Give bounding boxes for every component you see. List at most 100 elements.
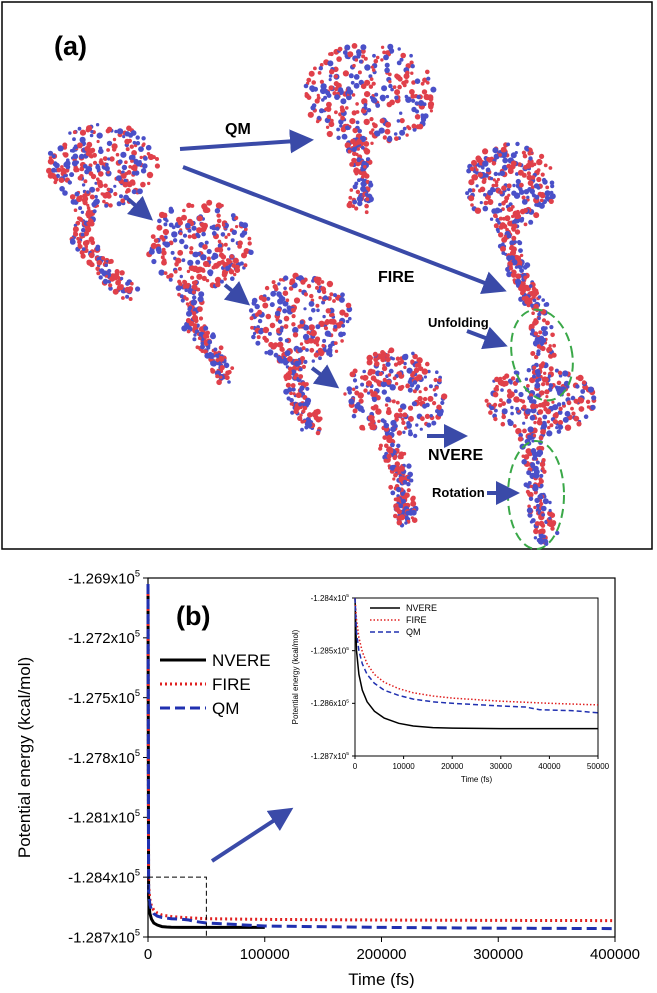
atom	[221, 223, 226, 227]
atom	[179, 232, 183, 236]
atom	[544, 326, 548, 330]
atom	[329, 69, 335, 75]
atom	[557, 419, 564, 426]
atom	[318, 349, 325, 357]
atom	[508, 202, 513, 207]
atom	[396, 443, 401, 448]
atom	[328, 85, 334, 91]
atom	[171, 231, 178, 238]
atom	[351, 413, 357, 419]
y-tick-label: -1.285x105	[311, 646, 350, 656]
atom	[220, 232, 226, 237]
atom	[107, 157, 111, 161]
atom	[347, 89, 354, 95]
atom	[187, 234, 192, 239]
atom	[515, 172, 519, 176]
atom	[114, 129, 118, 134]
atom	[318, 295, 322, 300]
atom	[186, 310, 192, 317]
atom	[264, 337, 269, 343]
atom	[351, 157, 357, 164]
atom	[73, 231, 79, 237]
atom	[562, 416, 569, 423]
atom	[201, 224, 208, 231]
atom	[385, 356, 391, 363]
atom	[62, 142, 68, 148]
atom	[321, 300, 326, 305]
atom	[397, 360, 402, 366]
atom	[392, 455, 397, 461]
atom	[60, 167, 67, 174]
atom	[349, 118, 356, 125]
atom	[367, 414, 374, 421]
atom	[510, 411, 514, 416]
atom	[465, 191, 470, 196]
atom	[283, 315, 290, 322]
atom	[506, 183, 512, 189]
atom	[192, 337, 197, 342]
atom	[77, 142, 83, 149]
atom	[540, 192, 545, 197]
atom	[497, 403, 503, 408]
molecule-qm-tail	[351, 195, 372, 211]
molecule-nvere-tail	[525, 485, 544, 507]
molecule-qm-tail	[346, 197, 370, 215]
atom	[562, 370, 569, 377]
atom	[345, 106, 349, 110]
series-line-fire	[146, 583, 616, 923]
atom	[210, 333, 216, 340]
atom	[533, 331, 539, 336]
atom	[322, 88, 328, 94]
atom	[546, 409, 552, 415]
atom	[427, 94, 434, 101]
atom	[109, 275, 116, 282]
atom	[364, 79, 371, 86]
atom	[79, 153, 85, 160]
atom	[529, 396, 533, 400]
atom	[258, 329, 264, 335]
molecule-step-3-tail	[393, 509, 414, 526]
atom	[344, 54, 348, 58]
atom	[219, 279, 224, 284]
atom	[247, 241, 252, 246]
atom	[502, 375, 507, 381]
atom	[548, 166, 553, 170]
atom	[548, 516, 552, 520]
atom	[81, 227, 86, 233]
atom	[299, 385, 305, 391]
atom	[372, 53, 376, 58]
atom	[51, 167, 57, 173]
atom	[294, 360, 301, 367]
atom	[108, 283, 113, 288]
atom	[499, 398, 503, 403]
atom	[506, 271, 512, 278]
atom	[392, 85, 397, 89]
atom	[488, 410, 493, 415]
atom	[542, 469, 547, 474]
atom	[392, 376, 397, 381]
atom	[366, 354, 373, 362]
atom	[129, 144, 134, 149]
atom	[319, 63, 324, 67]
atom	[360, 409, 365, 413]
atom	[519, 268, 524, 273]
atom	[289, 281, 294, 286]
atom	[89, 194, 95, 200]
atom	[406, 463, 412, 469]
atom	[372, 123, 378, 129]
atom	[527, 151, 532, 156]
atom	[481, 166, 485, 170]
atom	[231, 229, 237, 235]
atom	[383, 458, 388, 463]
atom	[78, 216, 83, 221]
atom	[332, 91, 337, 96]
atom	[534, 194, 540, 200]
atom	[292, 326, 299, 334]
atom	[517, 169, 524, 176]
atom	[309, 347, 315, 353]
atom	[256, 335, 261, 340]
atom	[91, 201, 97, 207]
atom	[467, 188, 473, 193]
atom	[218, 345, 224, 351]
atom	[96, 271, 101, 276]
